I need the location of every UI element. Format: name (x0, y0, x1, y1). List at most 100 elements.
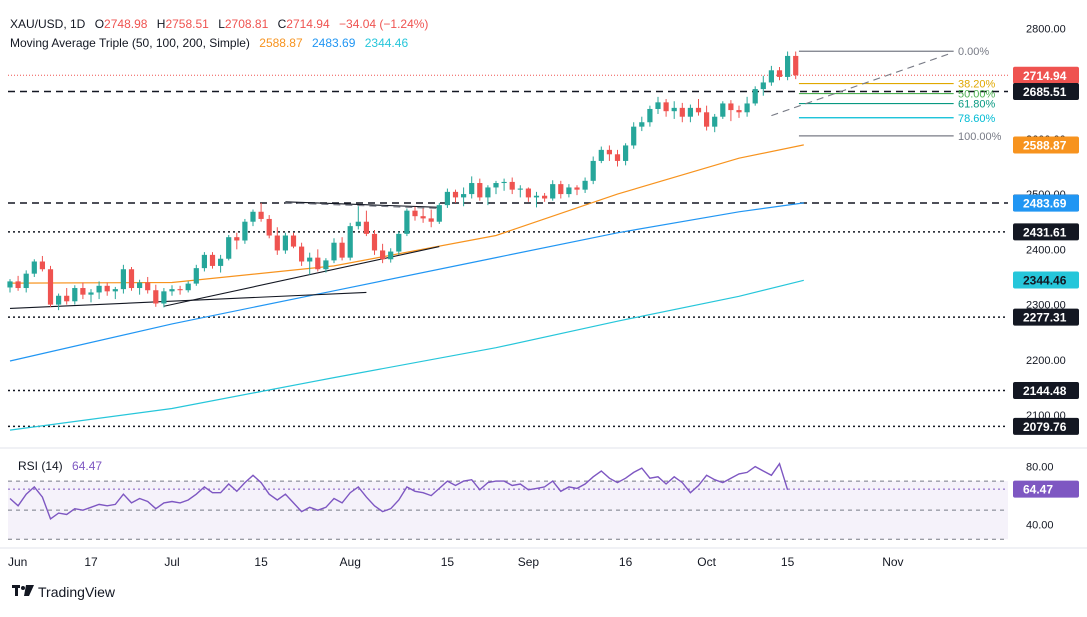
candle-body-73 (598, 149, 604, 161)
ma100-value: 2483.69 (312, 36, 356, 50)
candle-body-27 (226, 237, 232, 259)
ma-indicator-title[interactable]: Moving Average Triple (50, 100, 200, Sim… (10, 36, 250, 50)
candle-body-22 (185, 283, 191, 291)
candle-body-76 (623, 145, 629, 161)
candle-body-35 (290, 235, 297, 247)
price-tag-9 (1013, 417, 1079, 435)
candle-body-17 (145, 282, 151, 291)
ma50-value: 2588.87 (259, 36, 303, 50)
x-tick-7: 16 (619, 555, 633, 569)
x-tick-5: 15 (441, 555, 455, 569)
candle-body-14 (120, 269, 126, 290)
candle-body-46 (380, 250, 386, 260)
open-label: O (95, 17, 104, 31)
fib-label-0: 0.00% (958, 46, 989, 58)
candle-body-93 (760, 82, 766, 90)
open-value: 2748.98 (104, 17, 148, 31)
y-tick-3: 2400.00 (1026, 244, 1066, 256)
candle-body-11 (96, 285, 102, 293)
candle-body-66 (542, 195, 548, 199)
rsi-line (9, 462, 789, 521)
price-axis[interactable]: 2100.002200.002300.002400.002500.002600.… (1013, 23, 1079, 532)
price-tag-text-4: 2483.69 (1023, 197, 1067, 211)
x-tick-6: Sep (518, 555, 540, 569)
price-tag-text-7: 2277.31 (1023, 311, 1067, 325)
price-tag-text-0: 2714.94 (1023, 69, 1067, 83)
candle-body-75 (614, 154, 621, 161)
candle-body-72 (590, 160, 596, 181)
candle-body-37 (307, 257, 313, 262)
price-tag-text-2: 2588.87 (1023, 138, 1067, 152)
rsi-title[interactable]: RSI (14) (18, 459, 63, 473)
tradingview-logo-text: TradingView (38, 584, 116, 600)
candle-body-33 (274, 235, 280, 251)
price-tag-0 (1013, 66, 1079, 84)
candle-body-25 (209, 254, 216, 266)
price-tag-text-8: 2144.48 (1023, 384, 1067, 398)
ma50-line (9, 144, 804, 284)
candle-body-52 (428, 218, 434, 222)
candle-body-16 (137, 282, 143, 289)
candle-body-7 (64, 295, 70, 302)
candle-body-86 (704, 112, 710, 127)
x-tick-9: 15 (781, 555, 795, 569)
legend-line-1: XAU/USD, 1D O2748.98 H2758.51 L2708.81 C… (10, 17, 428, 31)
rsi-tag-text: 64.47 (1023, 483, 1053, 497)
low-label: L (218, 17, 225, 31)
candle-body-89 (728, 103, 734, 111)
time-axis[interactable]: Jun 17 Jul 15 Aug 15 Sep 16 Oct 15 Nov (8, 555, 904, 569)
candle-body-49 (404, 210, 410, 234)
candle-body-20 (169, 289, 175, 292)
trendlines[interactable] (9, 53, 950, 310)
y-tick-2: 2300.00 (1026, 300, 1066, 312)
candle-body-87 (712, 116, 718, 127)
candle-body-6 (56, 295, 62, 305)
price-tag-2 (1013, 136, 1079, 154)
candle-body-67 (550, 184, 556, 199)
candle-body-90 (736, 110, 742, 113)
candle-body-70 (574, 187, 580, 190)
low-value: 2708.81 (225, 17, 269, 31)
candle-body-31 (258, 211, 264, 219)
trendline-1 (163, 246, 440, 307)
candle-body-60 (493, 183, 499, 188)
ma200-value: 2344.46 (365, 36, 409, 50)
candle-body-36 (299, 246, 305, 262)
candle-body-15 (128, 269, 135, 289)
candle-body-59 (485, 187, 491, 198)
moving-averages (9, 144, 804, 431)
candle-body-48 (396, 233, 402, 252)
candle-body-2 (23, 273, 29, 289)
candle-body-10 (88, 292, 94, 295)
candle-body-78 (639, 122, 645, 127)
price-tag-text-5: 2431.61 (1023, 225, 1067, 239)
candle-body-28 (234, 237, 240, 241)
rsi-legend: RSI (14) 64.47 (18, 459, 102, 473)
close-value: 2714.94 (286, 17, 330, 31)
candle-body-38 (315, 257, 321, 270)
trendline-3 (285, 202, 440, 209)
candle-body-80 (655, 102, 661, 109)
ma200-line (9, 279, 804, 431)
candle-body-51 (420, 216, 426, 219)
candle-body-12 (104, 285, 110, 292)
fib-label-3: 61.80% (958, 99, 996, 111)
candle-body-26 (218, 258, 224, 266)
x-tick-4: Aug (340, 555, 361, 569)
price-tag-8 (1013, 382, 1079, 400)
x-tick-8: Oct (697, 555, 716, 569)
fib-label-2: 50.00% (958, 89, 996, 101)
candles (7, 51, 799, 311)
candle-body-88 (720, 103, 726, 117)
candle-body-95 (776, 70, 783, 77)
price-tag-4 (1013, 194, 1079, 212)
tradingview-logo[interactable]: TradingView (12, 584, 115, 600)
candle-body-77 (631, 126, 637, 146)
candle-body-84 (687, 107, 693, 117)
high-value: 2758.51 (165, 17, 209, 31)
x-tick-0: Jun (8, 555, 27, 569)
rsi-tag (1013, 480, 1079, 498)
fibonacci-retracement[interactable]: 0.00% 38.20%50.00%61.80% 78.60% 100.00% (798, 46, 1002, 143)
symbol-label[interactable]: XAU/USD, 1D (10, 17, 86, 31)
